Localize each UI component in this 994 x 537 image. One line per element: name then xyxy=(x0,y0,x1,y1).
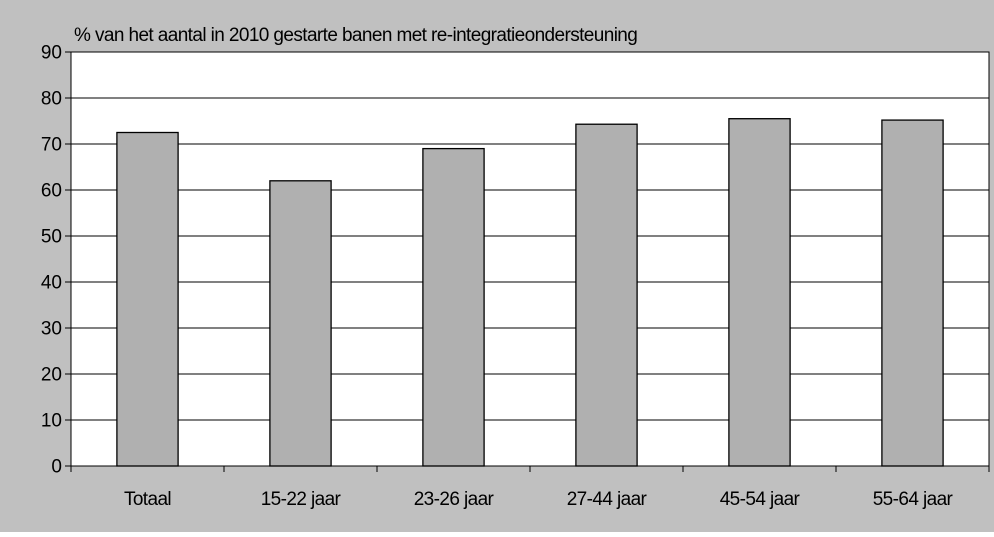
y-tick-label: 60 xyxy=(41,181,62,202)
x-tick-label: Totaal xyxy=(124,489,171,510)
y-tick-label: 10 xyxy=(41,411,62,432)
bar-15-22-jaar xyxy=(269,180,332,467)
y-tick-label: 90 xyxy=(41,43,62,64)
y-tick-label: 70 xyxy=(41,135,62,156)
y-tick-label: 0 xyxy=(51,457,62,478)
plot-area xyxy=(71,52,989,466)
bars xyxy=(116,118,944,467)
x-tick-label: 27-44 jaar xyxy=(567,489,648,510)
y-tick-label: 40 xyxy=(41,273,62,294)
x-tick-labels: Totaal 15-22 jaar 23-26 jaar 27-44 jaar 45-5… xyxy=(124,489,954,510)
bar-27-44-jaar xyxy=(575,123,638,467)
y-tick-label: 30 xyxy=(41,319,62,340)
y-tick-label: 50 xyxy=(41,227,62,248)
bar-23-26-jaar xyxy=(422,147,485,467)
x-tick-label: 55-64 jaar xyxy=(873,489,954,510)
x-tick-label: 23-26 jaar xyxy=(414,489,495,510)
y-tick-label: 80 xyxy=(41,89,62,110)
x-tick-label: 15-22 jaar xyxy=(261,489,342,510)
axes xyxy=(65,51,990,472)
chart-title: % van het aantal in 2010 gestarte banen … xyxy=(74,25,637,46)
y-tick-label: 20 xyxy=(41,365,62,386)
bar-totaal xyxy=(116,131,179,467)
x-tick-label: 45-54 jaar xyxy=(720,489,801,510)
bar-45-54-jaar xyxy=(728,118,791,467)
y-tick-labels: 0 10 20 30 40 50 60 70 80 90 xyxy=(41,43,62,478)
bar-55-64-jaar xyxy=(881,119,944,467)
